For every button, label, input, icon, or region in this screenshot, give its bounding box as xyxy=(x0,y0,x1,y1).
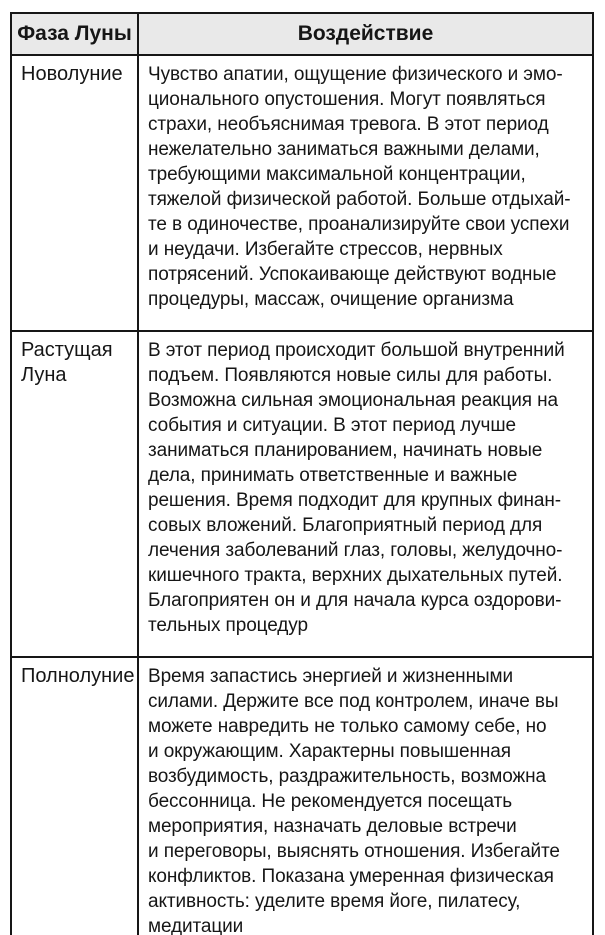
phase-cell-waxing-moon: Растущая Луна xyxy=(10,330,139,658)
moon-phase-table: Фаза Луны Воздействие Новолуние Чувство … xyxy=(10,12,594,935)
table-row-waxing-moon: Растущая Луна В этот период происходит б… xyxy=(10,330,594,658)
table-row-new-moon: Новолуние Чувство апатии, ощущение физич… xyxy=(10,54,594,332)
phase-cell-full-moon: Полнолуние xyxy=(10,656,139,935)
effect-cell-full-moon: Время запастись энергией и жизненными си… xyxy=(137,656,594,935)
table-header-row: Фаза Луны Воздействие xyxy=(10,12,594,56)
effect-cell-waxing-moon: В этот период происходит большой внутрен… xyxy=(137,330,594,658)
header-cell-effect: Воздействие xyxy=(137,12,594,56)
header-cell-phase: Фаза Луны xyxy=(10,12,139,56)
phase-cell-new-moon: Новолуние xyxy=(10,54,139,332)
effect-cell-new-moon: Чувство апатии, ощущение физического и э… xyxy=(137,54,594,332)
table-row-full-moon: Полнолуние Время запастись энергией и жи… xyxy=(10,656,594,935)
